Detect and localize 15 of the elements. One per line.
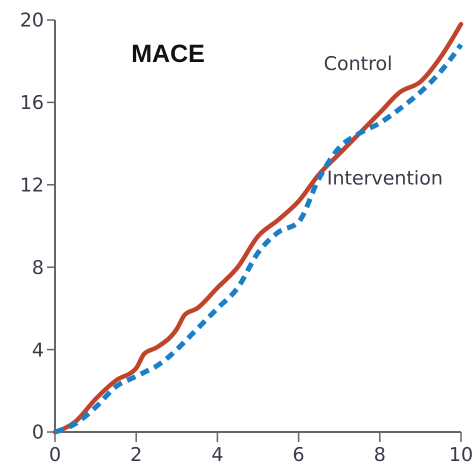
x-tick-label: 10 <box>448 444 472 466</box>
y-tick-label: 4 <box>32 339 44 362</box>
x-tick-label: 4 <box>211 444 224 466</box>
y-tick-label: 0 <box>32 422 44 444</box>
y-tick-label: 8 <box>32 256 44 279</box>
y-tick-label: 16 <box>20 92 44 114</box>
text: MACE <box>131 40 205 68</box>
y-tick-label: 12 <box>20 174 44 196</box>
x-tick-label: 0 <box>48 444 62 466</box>
series-label: Control <box>324 52 392 75</box>
y-tick-label: 20 <box>20 10 44 32</box>
x-tick-label: 8 <box>374 444 386 466</box>
series-label: Intervention <box>326 168 443 190</box>
x-tick-label: 2 <box>130 444 142 466</box>
x-tick-label: 6 <box>292 444 305 466</box>
